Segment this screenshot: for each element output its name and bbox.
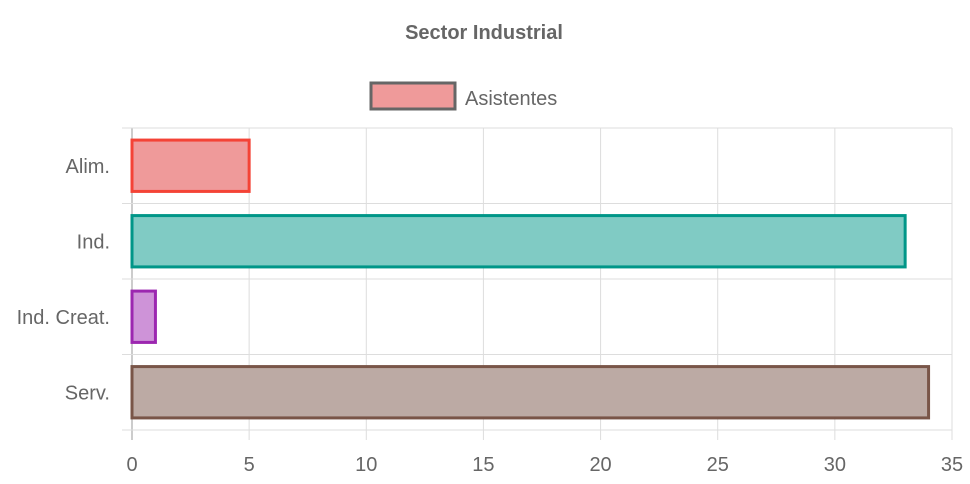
grid-lines [122,127,953,440]
x-tick-label: 5 [244,454,255,476]
bars [130,138,931,420]
legend-label-asistentes: Asistentes [465,88,557,110]
x-tick-label: 10 [355,454,377,476]
legend[interactable]: Asistentes [369,81,557,111]
x-axis-labels: 0 5 10 15 20 25 30 35 [126,454,963,476]
x-tick-label: 0 [126,454,137,476]
bar-serv[interactable] [130,365,931,420]
x-tick-label: 30 [824,454,846,476]
y-tick-label: Ind. Creat. [17,307,110,329]
bar-ind-creat[interactable] [130,289,157,344]
legend-swatch-asistentes [369,81,457,111]
y-tick-label: Serv. [65,382,110,404]
y-axis-labels: Alim. Ind. Ind. Creat. Serv. [17,156,110,405]
x-tick-label: 35 [941,454,963,476]
bar-alim[interactable] [130,138,251,193]
x-tick-label: 25 [707,454,729,476]
x-tick-label: 20 [589,454,611,476]
x-tick-label: 15 [472,454,494,476]
y-tick-label: Alim. [66,156,110,178]
bar-ind[interactable] [130,214,907,269]
y-tick-label: Ind. [77,231,110,253]
chart-title: Sector Industrial [405,22,563,44]
